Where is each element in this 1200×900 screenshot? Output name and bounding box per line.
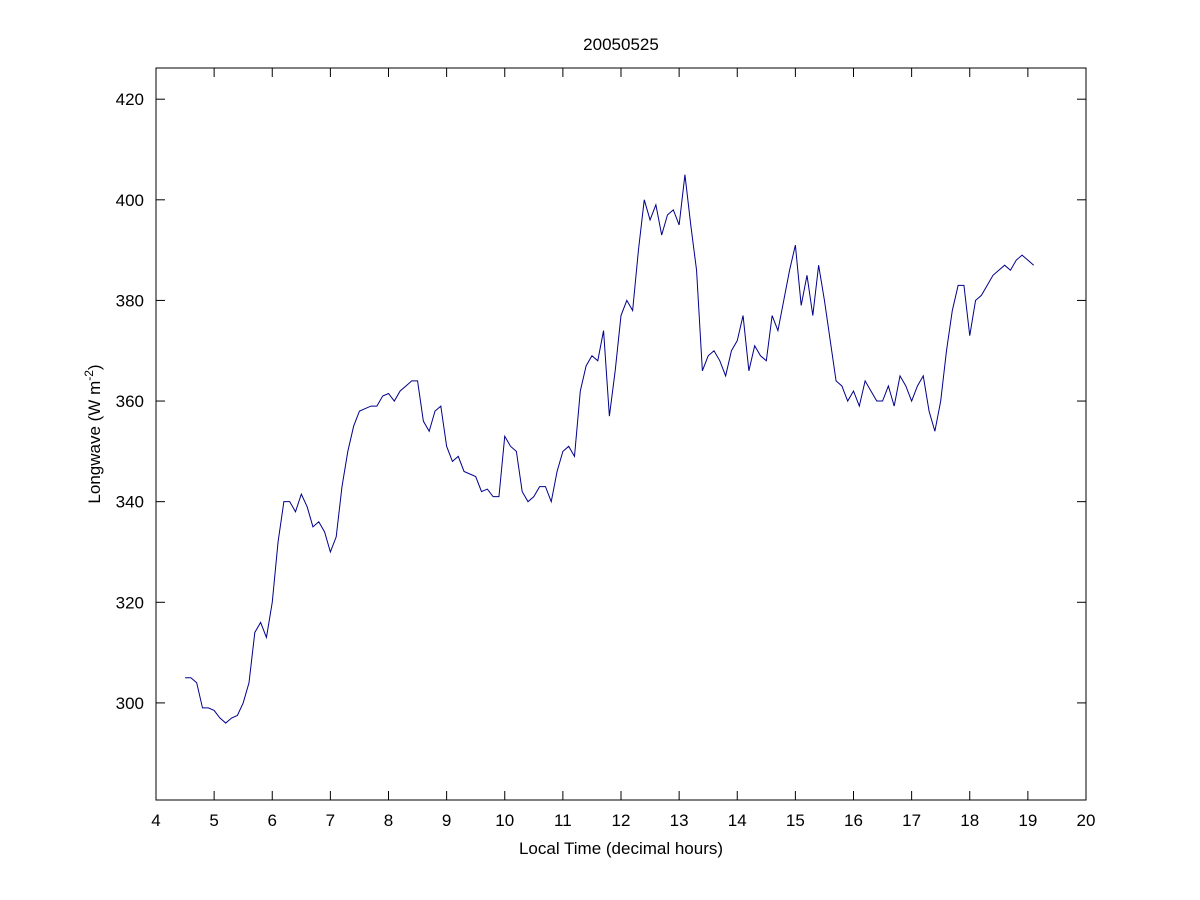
x-tick-label: 19 (1018, 811, 1037, 830)
data-line (185, 174, 1035, 724)
x-tick-label: 6 (268, 811, 277, 830)
x-tick-label: 20 (1077, 811, 1096, 830)
x-tick-label: 9 (442, 811, 451, 830)
y-tick-label: 300 (116, 694, 144, 713)
y-axis-label-sup: -2 (82, 370, 96, 381)
y-axis-label-text: Longwave (W m (85, 381, 104, 504)
x-tick-label: 15 (786, 811, 805, 830)
x-axis-label: Local Time (decimal hours) (519, 839, 723, 858)
x-tick-label: 14 (728, 811, 747, 830)
x-tick-label: 4 (151, 811, 160, 830)
x-tick-label: 8 (384, 811, 393, 830)
x-tick-label: 12 (612, 811, 631, 830)
y-tick-label: 360 (116, 392, 144, 411)
x-tick-label: 5 (209, 811, 218, 830)
x-tick-label: 10 (495, 811, 514, 830)
chart-title: 20050525 (583, 35, 659, 54)
y-tick-label: 400 (116, 191, 144, 210)
y-tick-label: 420 (116, 90, 144, 109)
y-tick-label: 340 (116, 493, 144, 512)
y-axis-label: Longwave (W m-2) (82, 364, 104, 503)
y-tick-label: 380 (116, 291, 144, 310)
x-tick-label: 18 (960, 811, 979, 830)
x-tick-label: 16 (844, 811, 863, 830)
y-tick-label: 320 (116, 593, 144, 612)
x-tick-label: 11 (554, 811, 572, 830)
x-tick-label: 13 (670, 811, 689, 830)
x-tick-label: 7 (326, 811, 335, 830)
y-axis-label-end: ) (85, 364, 104, 370)
x-tick-label: 17 (902, 811, 921, 830)
